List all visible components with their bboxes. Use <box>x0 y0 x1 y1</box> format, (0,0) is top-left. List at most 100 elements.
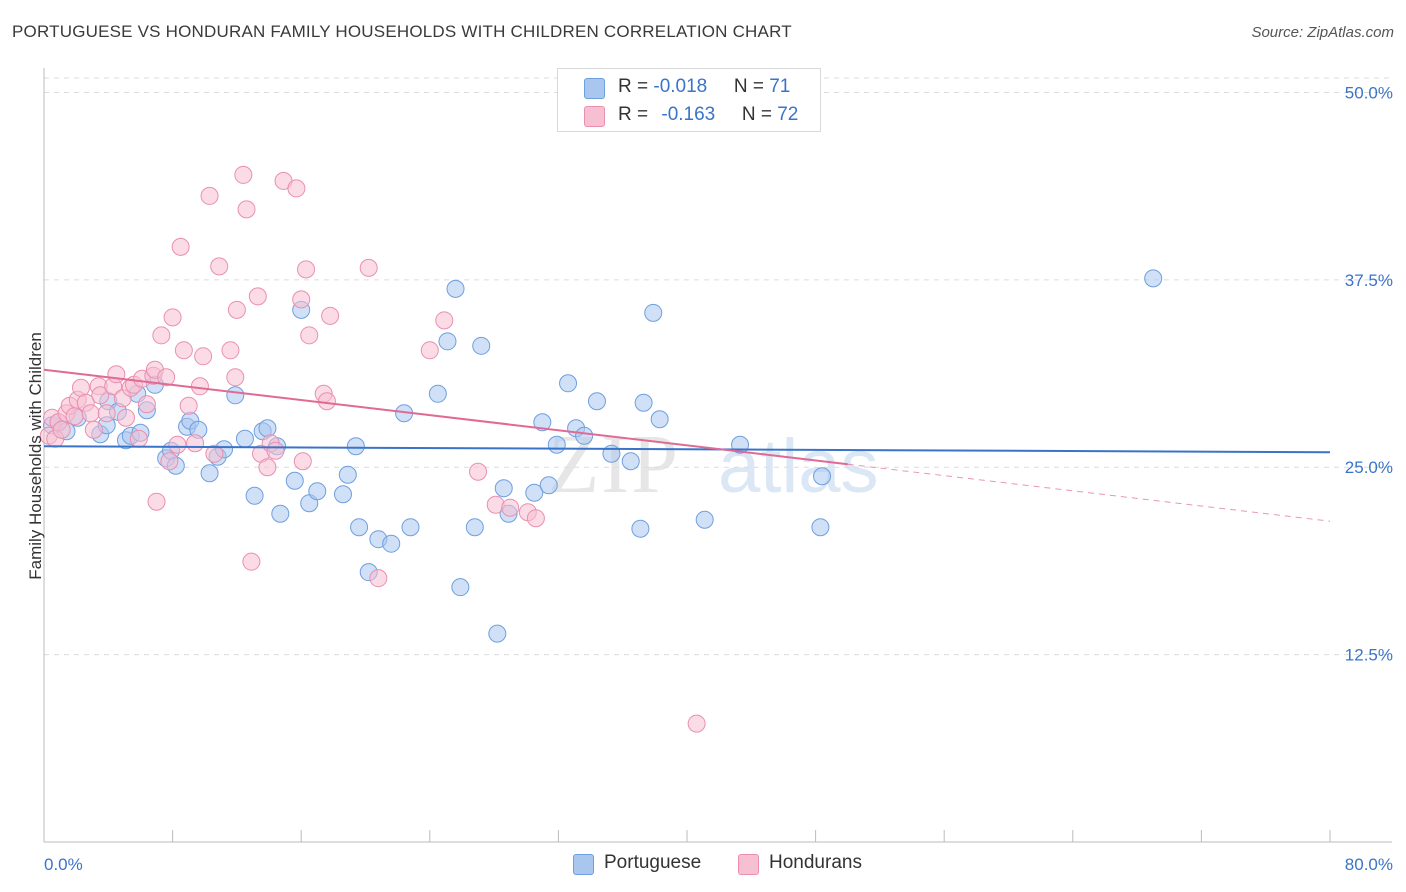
point-hondurans <box>469 462 488 481</box>
point-portuguese <box>1144 269 1163 288</box>
point-hondurans <box>152 326 171 345</box>
point-portuguese <box>245 486 264 505</box>
point-hondurans <box>287 179 306 198</box>
point-hondurans <box>226 368 245 387</box>
point-hondurans <box>486 495 505 514</box>
bottom-legend-label-hondurans: Hondurans <box>769 852 862 873</box>
axes <box>43 68 1392 843</box>
point-hondurans <box>205 444 224 463</box>
point-portuguese <box>333 485 352 504</box>
point-hondurans <box>65 407 84 426</box>
correlation-legend: R = -0.018 N = 71 R = -0.163 N = 72 <box>557 68 821 132</box>
y-tick-label: 37.5% <box>1345 271 1393 290</box>
point-hondurans <box>221 341 240 360</box>
point-portuguese <box>428 384 447 403</box>
legend-n-label: N = <box>733 76 770 97</box>
point-portuguese <box>494 479 513 498</box>
point-portuguese <box>539 476 558 495</box>
point-hondurans <box>369 569 388 588</box>
legend-n-value: 71 <box>769 76 791 97</box>
point-portuguese <box>350 518 369 537</box>
point-portuguese <box>382 534 401 553</box>
chart-source: Source: ZipAtlas.com <box>1251 24 1394 41</box>
y-tick-label: 25.0% <box>1345 458 1393 477</box>
point-portuguese <box>271 504 290 523</box>
point-hondurans <box>137 395 156 414</box>
point-portuguese <box>533 413 552 432</box>
point-portuguese <box>488 624 507 643</box>
point-hondurans <box>359 258 378 277</box>
point-portuguese <box>634 393 653 412</box>
point-hondurans <box>129 429 148 448</box>
point-hondurans <box>160 452 179 471</box>
point-portuguese <box>650 410 669 429</box>
point-portuguese <box>811 518 830 537</box>
point-hondurans <box>242 552 261 571</box>
point-hondurans <box>435 311 454 330</box>
legend-swatch-portuguese <box>584 78 605 99</box>
y-tick-label: 50.0% <box>1345 83 1393 102</box>
trend-line-hondurans-extension <box>847 463 1331 522</box>
point-hondurans <box>687 714 706 733</box>
bottom-legend-label-portuguese: Portuguese <box>604 852 702 873</box>
point-portuguese <box>308 482 327 501</box>
legend-n-label: N = <box>741 104 778 125</box>
tick-labels: 12.5% 25.0% 37.5% 50.0% 0.0% 80.0% <box>44 83 1393 874</box>
bottom-legend-swatch-hondurans <box>738 854 759 875</box>
point-hondurans <box>300 326 319 345</box>
trend-line-hondurans <box>43 368 848 466</box>
point-hondurans <box>157 368 176 387</box>
point-hondurans <box>420 341 439 360</box>
point-hondurans <box>116 408 135 427</box>
legend-r-label: R = <box>618 104 654 125</box>
point-portuguese <box>644 303 663 322</box>
point-portuguese <box>525 483 544 502</box>
point-portuguese <box>446 279 465 298</box>
legend-r-label: R = <box>618 76 654 97</box>
point-hondurans <box>91 386 110 405</box>
point-hondurans <box>293 452 312 471</box>
y-tick-label: 12.5% <box>1345 646 1393 665</box>
point-hondurans <box>52 420 71 439</box>
point-hondurans <box>317 392 336 411</box>
point-hondurans <box>297 260 316 279</box>
point-hondurans <box>186 434 205 453</box>
point-portuguese <box>559 374 578 393</box>
point-portuguese <box>200 464 219 483</box>
point-portuguese <box>472 336 491 355</box>
point-hondurans <box>258 458 277 477</box>
point-hondurans <box>171 237 190 256</box>
point-hondurans <box>237 200 256 219</box>
x-tick-label: 0.0% <box>44 855 83 874</box>
point-hondurans <box>234 165 253 184</box>
legend-r-value: -0.018 <box>653 76 708 97</box>
legend-swatch-hondurans <box>584 106 605 127</box>
point-hondurans <box>227 300 246 319</box>
point-portuguese <box>621 452 640 471</box>
point-hondurans <box>190 377 209 396</box>
point-hondurans <box>210 257 229 276</box>
point-portuguese <box>587 392 606 411</box>
point-portuguese <box>451 578 470 597</box>
data-points <box>39 165 1163 733</box>
point-hondurans <box>266 441 285 460</box>
point-portuguese <box>235 429 254 448</box>
point-portuguese <box>602 444 621 463</box>
point-hondurans <box>97 404 116 423</box>
point-portuguese <box>401 518 420 537</box>
point-portuguese <box>575 426 594 445</box>
point-portuguese <box>547 435 566 454</box>
point-portuguese <box>438 332 457 351</box>
point-hondurans <box>179 396 198 415</box>
point-portuguese <box>346 437 365 456</box>
point-hondurans <box>526 509 545 528</box>
x-tick-label: 80.0% <box>1345 855 1393 874</box>
point-portuguese <box>226 386 245 405</box>
point-hondurans <box>321 306 340 325</box>
point-portuguese <box>465 518 484 537</box>
point-portuguese <box>258 419 277 438</box>
bottom-legend-swatch-portuguese <box>573 854 594 875</box>
point-hondurans <box>107 365 126 384</box>
legend-r-value: -0.163 <box>661 104 716 125</box>
